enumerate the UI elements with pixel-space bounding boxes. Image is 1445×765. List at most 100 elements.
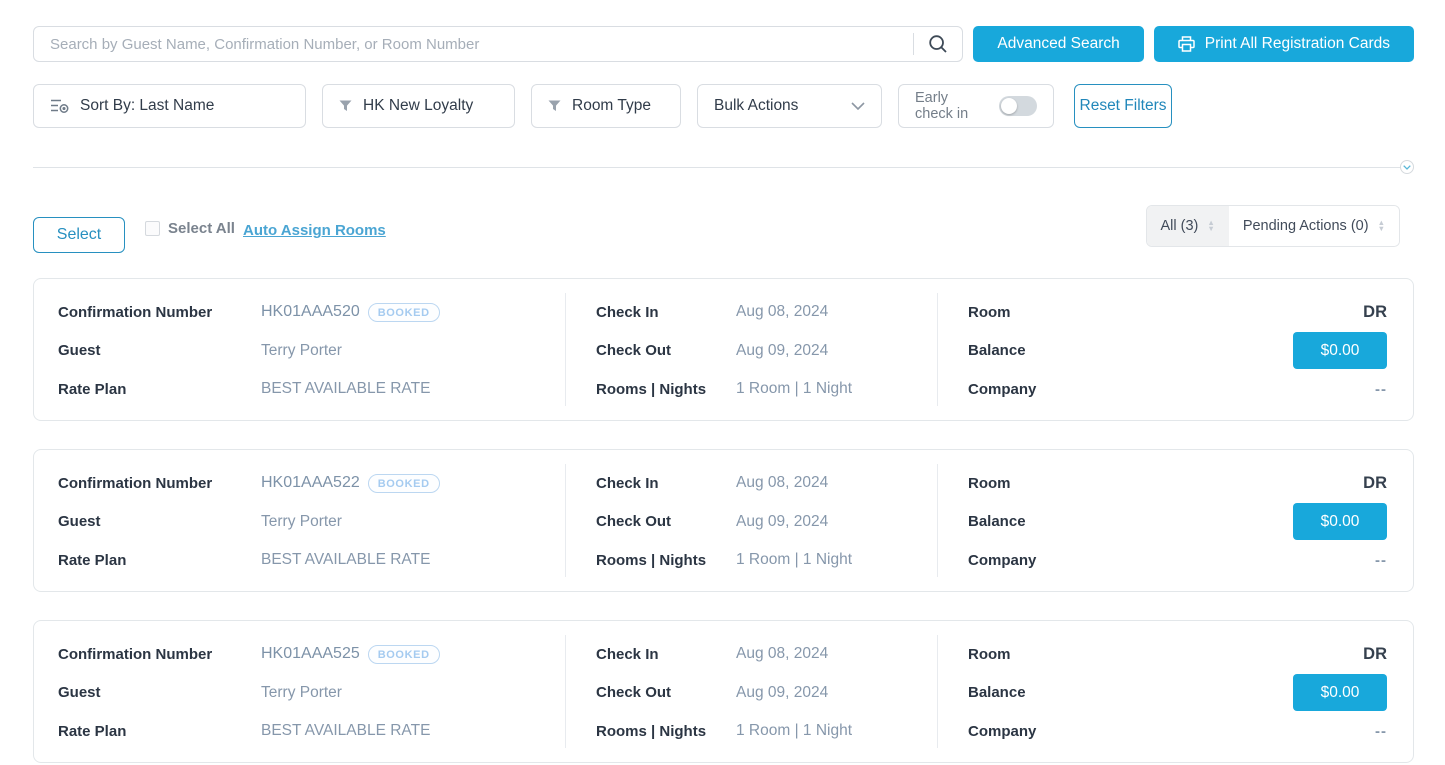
reservation-card[interactable]: Confirmation Number HK01AAA522 BOOKED Gu… bbox=[33, 449, 1414, 592]
confirmation-number-label: Confirmation Number bbox=[58, 474, 213, 492]
check-out-date: Aug 09, 2024 bbox=[736, 341, 829, 359]
room-type-value: DR bbox=[1363, 644, 1387, 663]
balance-label: Balance bbox=[968, 684, 1026, 701]
room-type-filter[interactable]: Room Type bbox=[531, 84, 681, 128]
status-badge: BOOKED bbox=[367, 302, 440, 322]
card-divider bbox=[565, 635, 566, 748]
tab-all-label: All (3) bbox=[1160, 218, 1199, 234]
balance-button[interactable]: $0.00 bbox=[1293, 332, 1387, 369]
confirmation-number-value: HK01AAA525 bbox=[261, 645, 360, 662]
advanced-search-button[interactable]: Advanced Search bbox=[973, 26, 1144, 62]
check-in-date: Aug 08, 2024 bbox=[736, 474, 829, 491]
check-out-label: Check Out bbox=[596, 684, 672, 701]
funnel-icon bbox=[548, 100, 561, 112]
card-divider bbox=[937, 293, 938, 406]
select-all-label: Select All bbox=[168, 220, 235, 237]
check-in-label: Check In bbox=[596, 645, 659, 663]
confirmation-number-value: HK01AAA520 bbox=[261, 303, 360, 320]
reservation-card[interactable]: Confirmation Number HK01AAA520 BOOKED Gu… bbox=[33, 278, 1414, 421]
rooms-nights-value: 1 Room | 1 Night bbox=[736, 722, 853, 739]
confirmation-number-label: Confirmation Number bbox=[58, 645, 213, 663]
company-label: Company bbox=[968, 380, 1037, 398]
divider-line bbox=[33, 167, 1407, 168]
print-all-label: Print All Registration Cards bbox=[1204, 35, 1390, 52]
early-check-in-toggle[interactable] bbox=[999, 96, 1037, 116]
card-guest-column: Confirmation Number HK01AAA525 BOOKED Gu… bbox=[34, 621, 566, 762]
sort-by-dropdown[interactable]: Sort By: Last Name bbox=[33, 84, 306, 128]
search-box bbox=[33, 26, 964, 62]
filter-bar: Sort By: Last Name HK New Loyalty Room T… bbox=[0, 84, 1445, 128]
room-label: Room bbox=[968, 303, 1011, 321]
rooms-nights-label: Rooms | Nights bbox=[596, 380, 707, 398]
card-stay-column: Check In Aug 08, 2024 Check Out Aug 09, … bbox=[566, 450, 938, 591]
collapse-filters-button[interactable] bbox=[1400, 160, 1414, 174]
select-button[interactable]: Select bbox=[33, 217, 125, 253]
sorter-icon: ▲ ▼ bbox=[1207, 218, 1215, 233]
check-in-label: Check In bbox=[596, 474, 659, 492]
chevron-down-icon bbox=[851, 102, 865, 110]
bulk-actions-dropdown[interactable]: Bulk Actions bbox=[697, 84, 882, 128]
select-all-checkbox[interactable] bbox=[145, 221, 160, 236]
check-in-date: Aug 08, 2024 bbox=[736, 645, 829, 662]
search-icon bbox=[928, 34, 948, 54]
rooms-nights-value: 1 Room | 1 Night bbox=[736, 380, 853, 397]
print-all-button[interactable]: Print All Registration Cards bbox=[1153, 26, 1414, 62]
reset-filters-button[interactable]: Reset Filters bbox=[1074, 84, 1172, 128]
company-value: -- bbox=[1375, 722, 1387, 740]
hk-loyalty-label: HK New Loyalty bbox=[363, 97, 474, 114]
select-all-control[interactable]: Select All bbox=[145, 220, 235, 237]
company-value: -- bbox=[1375, 551, 1387, 569]
reservation-card[interactable]: Confirmation Number HK01AAA525 BOOKED Gu… bbox=[33, 620, 1414, 763]
card-account-column: Room DR Balance $0.00 Company -- bbox=[938, 279, 1413, 420]
balance-button[interactable]: $0.00 bbox=[1293, 503, 1387, 540]
room-label: Room bbox=[968, 645, 1011, 663]
sort-by-label: Sort By: Last Name bbox=[80, 97, 215, 114]
company-label: Company bbox=[968, 722, 1037, 740]
search-divider bbox=[913, 33, 915, 55]
top-bar: Advanced Search Print All Registration C… bbox=[0, 0, 1445, 62]
confirmation-number-value: HK01AAA522 bbox=[261, 474, 360, 491]
check-out-date: Aug 09, 2024 bbox=[736, 512, 829, 530]
rooms-nights-value: 1 Room | 1 Night bbox=[736, 551, 853, 568]
list-toolbar: Select Select All Auto Assign Rooms All … bbox=[33, 174, 1414, 278]
early-check-in-filter: Early check in bbox=[898, 84, 1054, 128]
confirmation-number-label: Confirmation Number bbox=[58, 303, 213, 321]
rate-plan-label: Rate Plan bbox=[58, 551, 127, 569]
status-badge: BOOKED bbox=[367, 473, 440, 493]
tab-pending-actions[interactable]: Pending Actions (0) ▲ ▼ bbox=[1228, 206, 1399, 246]
room-label: Room bbox=[968, 474, 1011, 492]
guest-label: Guest bbox=[58, 684, 101, 701]
check-out-label: Check Out bbox=[596, 342, 672, 359]
search-button[interactable] bbox=[914, 27, 962, 61]
guest-name: Terry Porter bbox=[261, 683, 342, 701]
card-account-column: Room DR Balance $0.00 Company -- bbox=[938, 621, 1413, 762]
hk-loyalty-filter[interactable]: HK New Loyalty bbox=[322, 84, 515, 128]
card-guest-column: Confirmation Number HK01AAA520 BOOKED Gu… bbox=[34, 279, 566, 420]
auto-assign-rooms-link[interactable]: Auto Assign Rooms bbox=[243, 222, 386, 239]
balance-button[interactable]: $0.00 bbox=[1293, 674, 1387, 711]
search-input[interactable] bbox=[34, 35, 914, 53]
company-value: -- bbox=[1375, 380, 1387, 398]
status-badge: BOOKED bbox=[367, 644, 440, 664]
card-divider bbox=[937, 464, 938, 577]
tab-group: All (3) ▲ ▼ Pending Actions (0) ▲ ▼ bbox=[1145, 205, 1400, 247]
company-label: Company bbox=[968, 551, 1037, 569]
section-divider bbox=[33, 160, 1414, 174]
early-check-in-label: Early check in bbox=[915, 90, 969, 122]
sort-icon bbox=[50, 98, 69, 114]
rate-plan-value: BEST AVAILABLE RATE bbox=[261, 722, 431, 739]
guest-label: Guest bbox=[58, 342, 101, 359]
room-type-value: DR bbox=[1363, 302, 1387, 321]
check-in-date: Aug 08, 2024 bbox=[736, 303, 829, 320]
card-account-column: Room DR Balance $0.00 Company -- bbox=[938, 450, 1413, 591]
tab-all[interactable]: All (3) ▲ ▼ bbox=[1146, 206, 1229, 246]
check-out-date: Aug 09, 2024 bbox=[736, 683, 829, 701]
check-in-label: Check In bbox=[596, 303, 659, 321]
guest-label: Guest bbox=[58, 513, 101, 530]
card-stay-column: Check In Aug 08, 2024 Check Out Aug 09, … bbox=[566, 621, 938, 762]
balance-label: Balance bbox=[968, 342, 1026, 359]
rate-plan-label: Rate Plan bbox=[58, 722, 127, 740]
rooms-nights-label: Rooms | Nights bbox=[596, 722, 707, 740]
rooms-nights-label: Rooms | Nights bbox=[596, 551, 707, 569]
